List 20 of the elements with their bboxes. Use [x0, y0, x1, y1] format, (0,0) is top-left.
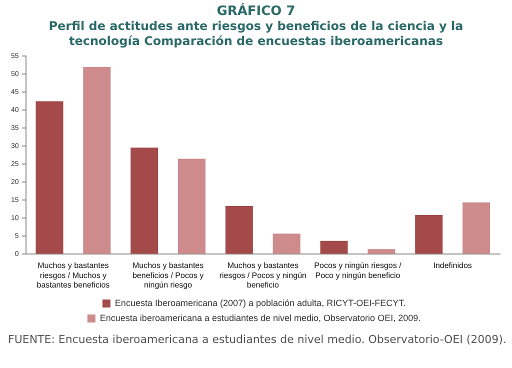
legend-label: Encuesta iberoamericana a estudiantes de nivel medio, Observatorio OEI, 2009.	[100, 312, 421, 323]
bar	[368, 249, 396, 254]
bar	[83, 67, 111, 254]
x-tick-label: Pocos y ningún riesgos / Poco y ningún beneficio	[314, 261, 402, 280]
bar	[130, 148, 158, 254]
source-note: FUENTE: Encuesta iberoamericana a estudiantes de nivel medio. Observatorio-OEI (2009).	[7, 333, 508, 346]
chart-subtitle: Perfil de actitudes ante riesgos y beneficios de la ciencia y la tecnología Comparación de encuestas iberoamericanas	[48, 19, 464, 49]
legend-label: Encuesta Iberoamericana (2007) a población adulta, RICYT-OEI-FECYT.	[114, 298, 406, 308]
bar	[415, 214, 443, 254]
x-tick-label: Muchos y bastantes riesgos / Muchos y bastantes beneficios	[36, 261, 110, 290]
bar	[462, 202, 490, 254]
bar	[178, 158, 206, 254]
bar	[225, 206, 253, 254]
bar	[320, 240, 348, 254]
bar	[272, 234, 300, 254]
x-tick-label: Muchos y bastantes beneficios / Pocos y ningún riesgo	[132, 261, 204, 290]
x-tick-label: Indefinidos	[433, 261, 472, 270]
chart-title: GRÁFICO 7	[216, 4, 296, 19]
bar	[36, 101, 64, 254]
x-tick-label: Muchos y bastantes riesgos / Pocos y ningún beneficio	[219, 261, 306, 290]
